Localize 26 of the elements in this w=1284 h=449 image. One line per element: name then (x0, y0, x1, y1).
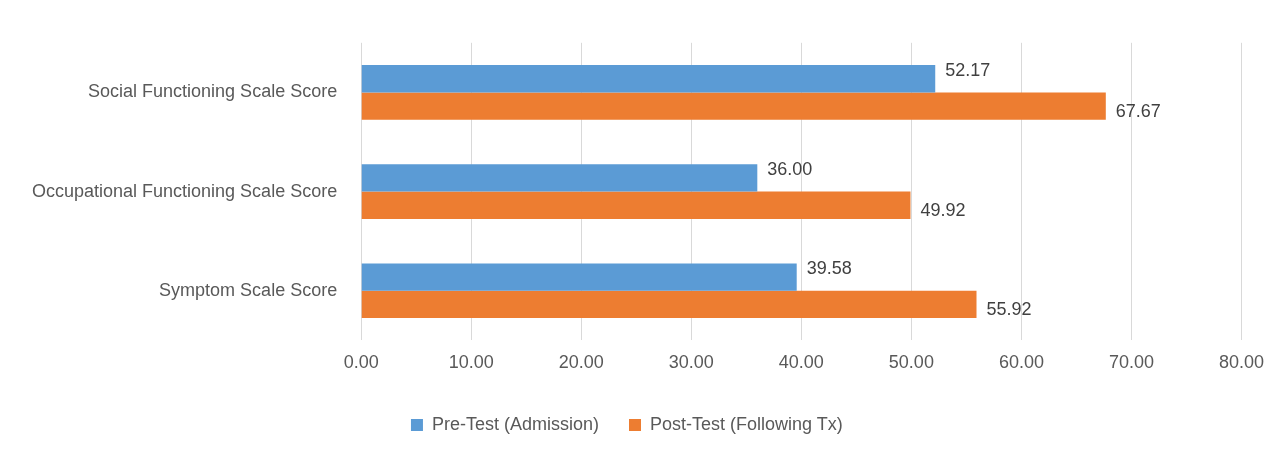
x-tick-label: 50.00 (888, 352, 934, 373)
bar (361, 92, 1106, 120)
data-label: 39.58 (806, 258, 852, 279)
data-label: 67.67 (1115, 101, 1161, 122)
data-label: 55.92 (986, 299, 1032, 320)
y-tick-label: Social Functioning Scale Score (88, 81, 338, 102)
x-tick-label: 80.00 (1218, 352, 1264, 373)
y-tick-label: Symptom Scale Score (159, 279, 338, 300)
x-tick-label: 0.00 (343, 352, 379, 373)
bar (361, 191, 911, 219)
y-tick-label: Occupational Functioning Scale Score (31, 180, 338, 201)
legend-label: Pre-Test (Admission) (431, 413, 600, 434)
x-tick-label: 60.00 (998, 352, 1044, 373)
bar (361, 65, 936, 93)
bar (361, 290, 977, 319)
data-label: 52.17 (945, 59, 991, 80)
x-tick-label: 70.00 (1108, 352, 1154, 373)
bar (361, 164, 758, 192)
x-tick-label: 10.00 (448, 352, 494, 373)
x-tick-label: 40.00 (778, 352, 824, 373)
legend-label: Post-Test (Following Tx) (650, 413, 843, 434)
x-tick-label: 20.00 (558, 352, 604, 373)
x-tick-label: 30.00 (668, 352, 714, 373)
bar (361, 263, 797, 291)
data-label: 36.00 (767, 158, 813, 179)
data-label: 49.92 (920, 200, 966, 221)
